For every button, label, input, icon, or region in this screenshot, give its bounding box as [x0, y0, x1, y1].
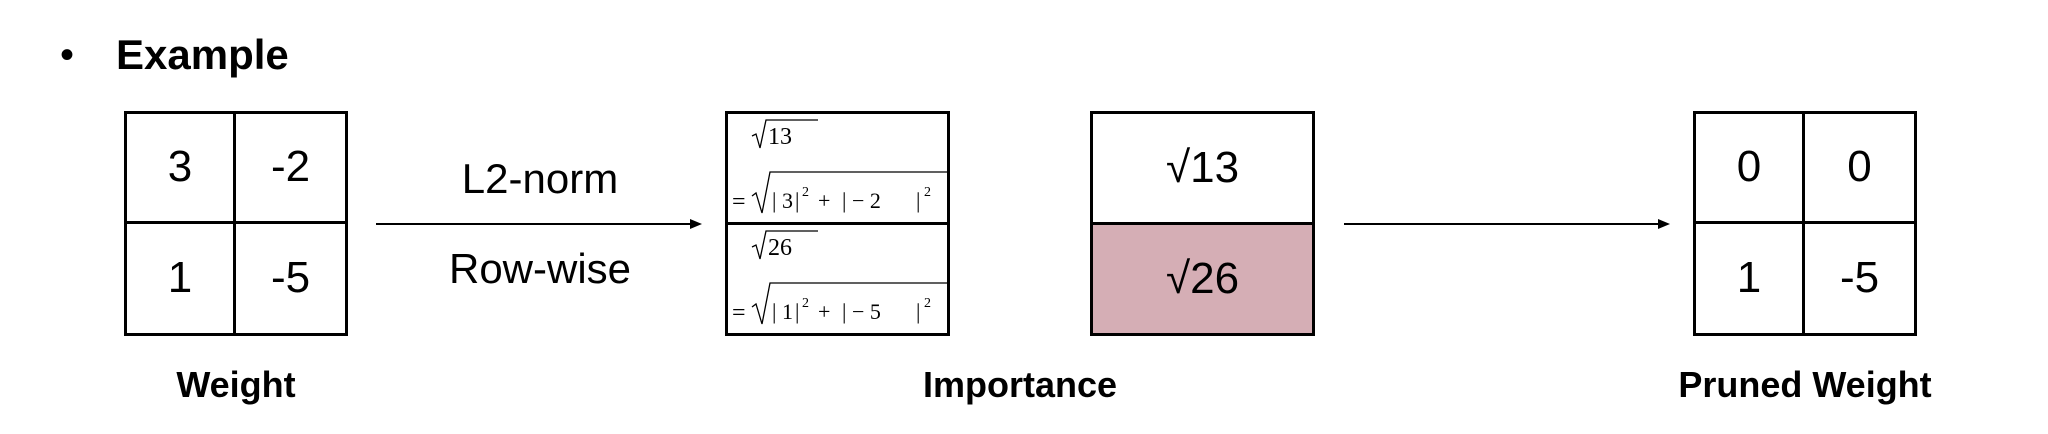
svg-text:|: |	[916, 188, 920, 213]
svg-text:|: |	[842, 188, 846, 213]
svg-text:=: =	[732, 300, 746, 326]
formula-term-a: 3	[782, 188, 793, 213]
svg-text:|: |	[795, 299, 799, 324]
pruned-cell: 0	[1696, 114, 1805, 224]
svg-text:+: +	[818, 188, 830, 213]
formula-term-a: 1	[782, 299, 793, 324]
sqrt-sign-icon	[751, 282, 947, 325]
importance-value-row-highlighted: √26	[1093, 225, 1312, 333]
arrow-label-bottom: Row-wise	[448, 245, 632, 292]
svg-text:|: |	[795, 188, 799, 213]
arrow-label-top: L2-norm	[461, 155, 619, 202]
formula-row: 26 = | 1 | 2 + | − 5 | 2	[728, 225, 947, 333]
sqrt-sign-icon	[751, 119, 818, 149]
svg-text:+: +	[818, 299, 830, 324]
pruned-cell: -5	[1839, 253, 1880, 303]
svg-text:|: |	[916, 299, 920, 324]
weight-cell: -2	[236, 114, 345, 224]
pruned-weight-matrix: 0 0 1 -5	[1693, 111, 1917, 336]
bullet-marker: •	[60, 33, 75, 77]
svg-text:|: |	[772, 299, 776, 324]
pruned-weight-caption: Pruned Weight	[1678, 364, 1932, 405]
svg-text:2: 2	[924, 296, 931, 311]
formula-row: 13 = | 3 | 2 + | − 2 | 2	[728, 114, 947, 225]
arrow-right-icon	[376, 219, 702, 229]
svg-text:|: |	[772, 188, 776, 213]
formula-term-b: − 5	[852, 299, 881, 324]
section-heading: Example	[116, 31, 289, 78]
formula-term-b: − 2	[852, 188, 881, 213]
svg-text:2: 2	[802, 296, 809, 311]
formula-result-radicand: 13	[768, 124, 792, 150]
svg-text:|: |	[842, 299, 846, 324]
weight-caption: Weight	[176, 364, 296, 405]
formula-stack: 13 = | 3 | 2 + | − 2 | 2 26 = | 1 | 2 + …	[725, 111, 950, 336]
sqrt-sign-icon	[751, 171, 947, 214]
svg-text:2: 2	[924, 185, 931, 200]
importance-column: √13 √26	[1090, 111, 1315, 336]
sqrt-sign-icon	[751, 230, 818, 260]
pruned-cell: 0	[1805, 114, 1914, 224]
svg-text:2: 2	[802, 185, 809, 200]
formula-result-radicand: 26	[768, 235, 792, 261]
weight-cell: 1	[127, 223, 236, 333]
arrow-right-icon	[1344, 219, 1670, 229]
svg-text:=: =	[732, 189, 746, 215]
weight-cell: -5	[270, 253, 311, 303]
importance-caption: Importance	[922, 364, 1118, 405]
pruned-cell: 1	[1696, 223, 1805, 333]
weight-matrix: 3 -2 1 -5	[124, 111, 348, 336]
importance-value-row: √13	[1093, 114, 1312, 225]
weight-cell: 3	[127, 114, 236, 224]
